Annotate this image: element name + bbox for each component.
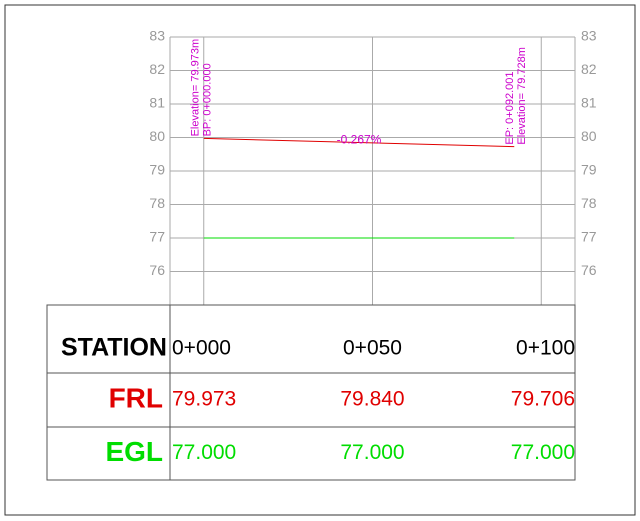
- y2-tick-label: 79: [581, 162, 597, 178]
- y-tick-label: 82: [149, 61, 165, 77]
- table-border: [46, 304, 576, 481]
- station-label: 0+050: [343, 337, 402, 360]
- cell-value: 79.973: [172, 388, 236, 411]
- row-header: STATION: [61, 334, 167, 362]
- y-tick-label: 77: [149, 229, 165, 245]
- y2-tick-label: 77: [581, 229, 597, 245]
- annotation: BP: 0+000.000: [202, 63, 214, 136]
- y-tick-label: 83: [149, 28, 165, 44]
- y2-tick-label: 81: [581, 95, 597, 111]
- row-header: FRL: [109, 382, 163, 413]
- y-tick-label: 81: [149, 95, 165, 111]
- y2-tick-label: 76: [581, 262, 597, 278]
- row-header: EGL: [105, 436, 163, 467]
- cell-value: 79.840: [340, 388, 404, 411]
- annotation: Elevation= 79.973m: [190, 39, 202, 137]
- y-tick-label: 80: [149, 128, 165, 144]
- y2-tick-label: 83: [581, 28, 597, 44]
- y-tick-label: 78: [149, 195, 165, 211]
- y-tick-label: 76: [149, 262, 165, 278]
- cell-value: 77.000: [511, 441, 575, 464]
- annotation: Elevation= 79.728m: [516, 47, 528, 145]
- annotation: -0.267%: [337, 133, 382, 147]
- annotation: EP: 0+092.001: [504, 72, 516, 145]
- y2-tick-label: 80: [581, 128, 597, 144]
- y2-tick-label: 78: [581, 195, 597, 211]
- frame: [4, 4, 636, 516]
- y2-tick-label: 82: [581, 61, 597, 77]
- station-label: 0+100: [516, 337, 575, 360]
- station-label: 0+000: [172, 337, 231, 360]
- cell-value: 77.000: [172, 441, 236, 464]
- y-tick-label: 79: [149, 162, 165, 178]
- profile-line: [203, 137, 515, 148]
- cell-value: 77.000: [340, 441, 404, 464]
- cell-value: 79.706: [511, 388, 575, 411]
